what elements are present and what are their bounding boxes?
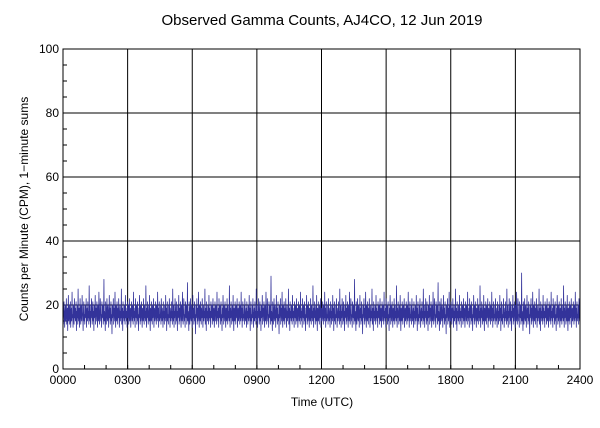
y-tick-label: 60 [46, 170, 60, 184]
x-tick-label: 2100 [502, 373, 529, 387]
plot-frame [62, 48, 581, 370]
x-tick-label: 0000 [50, 373, 77, 387]
y-tick-label: 0 [52, 362, 59, 376]
x-tick-label: 1800 [437, 373, 464, 387]
y-tick-label: 40 [46, 234, 60, 248]
x-tick-label: 1200 [308, 373, 335, 387]
y-axis-label: Counts per Minute (CPM), 1−minute sums [17, 97, 31, 321]
x-tick-label: 0600 [179, 373, 206, 387]
x-tick-label: 2400 [567, 373, 594, 387]
plot-series [62, 272, 581, 335]
x-tick-label: 0900 [244, 373, 271, 387]
y-tick-label: 100 [39, 42, 59, 56]
y-tick-labels: 0 20 40 60 80 100 [39, 42, 59, 376]
x-axis-label: Time (UTC) [291, 395, 353, 409]
series-line-cpm [62, 272, 581, 335]
x-tick-labels: 0000 0300 0600 0900 1200 1500 1800 2100 2400 [50, 373, 594, 387]
x-tick-label: 1500 [373, 373, 400, 387]
y-tick-label: 20 [46, 298, 60, 312]
x-tick-label: 0300 [114, 373, 141, 387]
chart-title: Observed Gamma Counts, AJ4CO, 12 Jun 201… [162, 12, 483, 29]
y-tick-label: 80 [46, 106, 60, 120]
